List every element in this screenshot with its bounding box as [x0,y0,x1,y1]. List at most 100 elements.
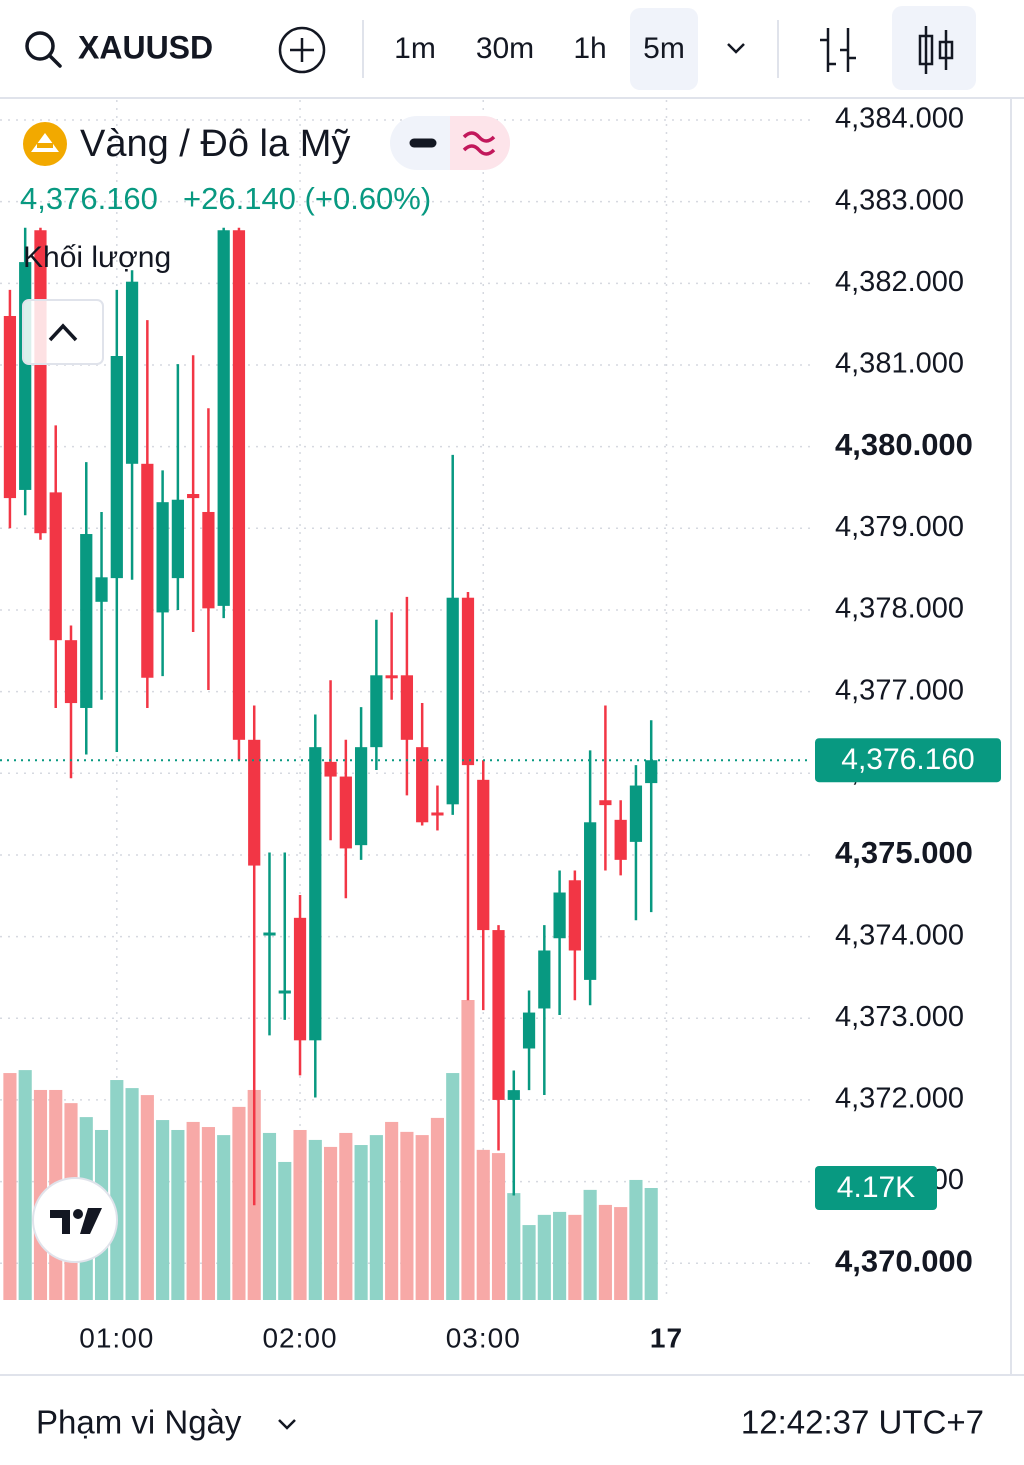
volume-bar [598,1204,612,1300]
volume-bar [430,1117,445,1300]
volume-bar [461,1000,475,1300]
volume-bar [125,1088,139,1300]
candle-body [293,917,307,1041]
candle-body [64,640,78,704]
candle-body [446,597,459,805]
volume-bar [400,1131,414,1300]
timeframe[interactable]: 5m [643,32,685,65]
add-symbol-button[interactable] [278,26,326,74]
volume-bar [171,1129,185,1300]
legend-controls[interactable] [390,116,510,170]
y-tick-label: 4,384.000 [835,103,964,135]
candle-body [187,494,200,499]
volume-bar [278,1161,292,1300]
volume-bar [385,1121,399,1300]
clock: 12:42:37 UTC+7 [741,1404,984,1441]
volume-legend: Khối lượng [23,241,171,274]
candle-body [538,950,551,1009]
candle-body [354,747,368,846]
range-dropdown[interactable] [278,1419,296,1430]
candle-body [309,747,322,1041]
volume-bar [354,1145,368,1300]
candle-body [461,597,475,766]
volume-bar [18,1070,32,1300]
candle-body [232,230,246,740]
candle-body [614,819,627,860]
candle-body [553,892,566,939]
volume-bar [415,1135,429,1300]
collapse-button[interactable] [22,299,104,365]
active-style-bg [892,6,976,90]
volume-bar [568,1214,582,1300]
price-badge [815,738,1001,783]
volume-bar [507,1193,521,1300]
candle-body [324,761,337,777]
volume-bar [110,1080,124,1300]
candle-body [492,930,505,1100]
y-tick-label: 4,372.000 [835,1083,964,1115]
candle-body [125,281,139,464]
gold-icon-shape [37,143,53,148]
candle-body [400,675,414,740]
y-tick-label: 4,370.000 [835,1243,973,1278]
timeframe[interactable]: 1h [573,32,606,65]
candle-body [278,990,291,994]
bar-style-icon[interactable] [820,28,856,72]
candle-body [507,1090,520,1100]
volume-bar [217,1135,231,1300]
volume-bar [308,1139,322,1300]
last-price: 4,376.160 [20,181,158,216]
volume-bar [491,1153,506,1300]
volume-bar [324,1146,338,1300]
volume-bar [476,1149,490,1300]
price-change: +26.140 (+0.60%) [183,181,431,216]
candle-body [645,760,658,784]
candle-body [141,463,154,678]
candle-body [202,511,215,609]
candle-body [522,1012,536,1049]
x-tick-label: 03:00 [446,1322,521,1353]
volume-bar [614,1207,628,1300]
candle-body [156,502,169,613]
volume-bar [140,1095,154,1300]
volume-badge-label: 4.17K [837,1171,915,1204]
plot [0,100,810,1300]
toolbar: XAUUSD 1m 30m 1h 5m [0,6,1024,99]
timeframe[interactable]: 1m [394,32,436,65]
candle-body [629,785,643,842]
timeframe-dropdown[interactable] [727,43,745,54]
axes: 4,370.0004,371.0004,372.0004,373.0004,37… [79,103,1001,1353]
x-tick-label: 01:00 [79,1322,154,1353]
candle-body [110,356,123,579]
volume-bar [537,1214,551,1300]
y-tick-label: 4,375.000 [835,835,973,870]
volume-bar [201,1127,215,1300]
y-tick-label: 4,378.000 [835,593,964,625]
search-icon[interactable] [25,31,62,68]
y-tick-label: 4,373.000 [835,1001,964,1033]
volume-bar [232,1106,246,1300]
candle-body [217,230,230,606]
candle-style-icon[interactable] [918,26,954,74]
volume-bar [186,1121,200,1300]
range-selector[interactable]: Phạm vi Ngày [36,1404,242,1441]
timeframe[interactable]: 30m [476,32,534,65]
candle-body [370,675,383,748]
candle-body [477,779,490,931]
volume-bar [339,1132,353,1300]
x-tick-label: 17 [650,1322,683,1353]
candle-body [416,747,429,823]
timeframes: 1m 30m 1h 5m [394,8,698,90]
y-tick-label: 4,381.000 [835,348,964,380]
y-tick-label: 4,374.000 [835,919,964,951]
y-tick-label: 4,377.000 [835,674,964,706]
price-badge-label: 4,376.160 [841,743,974,776]
candle-body [385,675,398,679]
candle-body [171,499,184,579]
candle-body [3,315,17,499]
symbol[interactable]: XAUUSD [78,29,213,65]
y-tick-label: 4,379.000 [835,511,964,543]
tv-logo[interactable] [32,1177,118,1263]
candle-body [431,812,444,816]
